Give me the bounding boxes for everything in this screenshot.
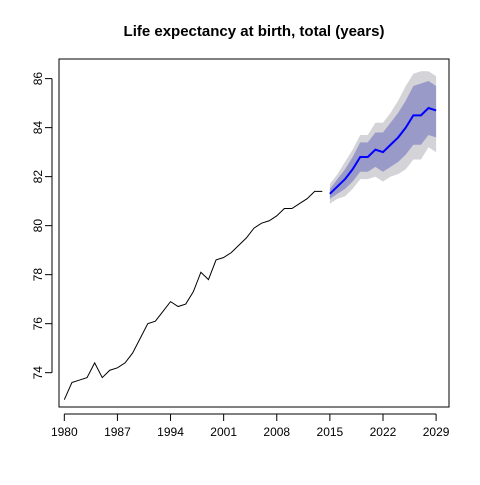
forecast-line <box>329 106 437 195</box>
y-tick-label: 84 <box>31 121 45 135</box>
x-tick-label: 2015 <box>317 425 344 439</box>
series-lines <box>63 106 437 400</box>
y-tick-label: 86 <box>31 72 45 86</box>
x-tick-label: 2029 <box>423 425 450 439</box>
x-tick-label: 2001 <box>210 425 237 439</box>
y-tick-label: 80 <box>31 219 45 233</box>
history-line <box>63 190 323 400</box>
y-tick-label: 76 <box>31 317 45 331</box>
x-tick-label: 1994 <box>157 425 184 439</box>
axes: 1980 1987 1994 2001 2008 2015 2022 2029 74 76 78 80… <box>31 72 450 439</box>
y-tick-label: 74 <box>31 366 45 380</box>
x-tick-label: 1987 <box>104 425 131 439</box>
plot-frame <box>58 58 450 408</box>
y-tick-label: 82 <box>31 170 45 184</box>
x-tick-label: 2022 <box>370 425 397 439</box>
forecast-bands <box>329 71 437 204</box>
chart-title: Life expectancy at birth, total (years) <box>124 23 385 40</box>
y-tick-label: 78 <box>31 268 45 282</box>
x-tick-label: 1980 <box>51 425 78 439</box>
forecast-band-80 <box>329 81 437 199</box>
x-tick-label: 2008 <box>263 425 290 439</box>
